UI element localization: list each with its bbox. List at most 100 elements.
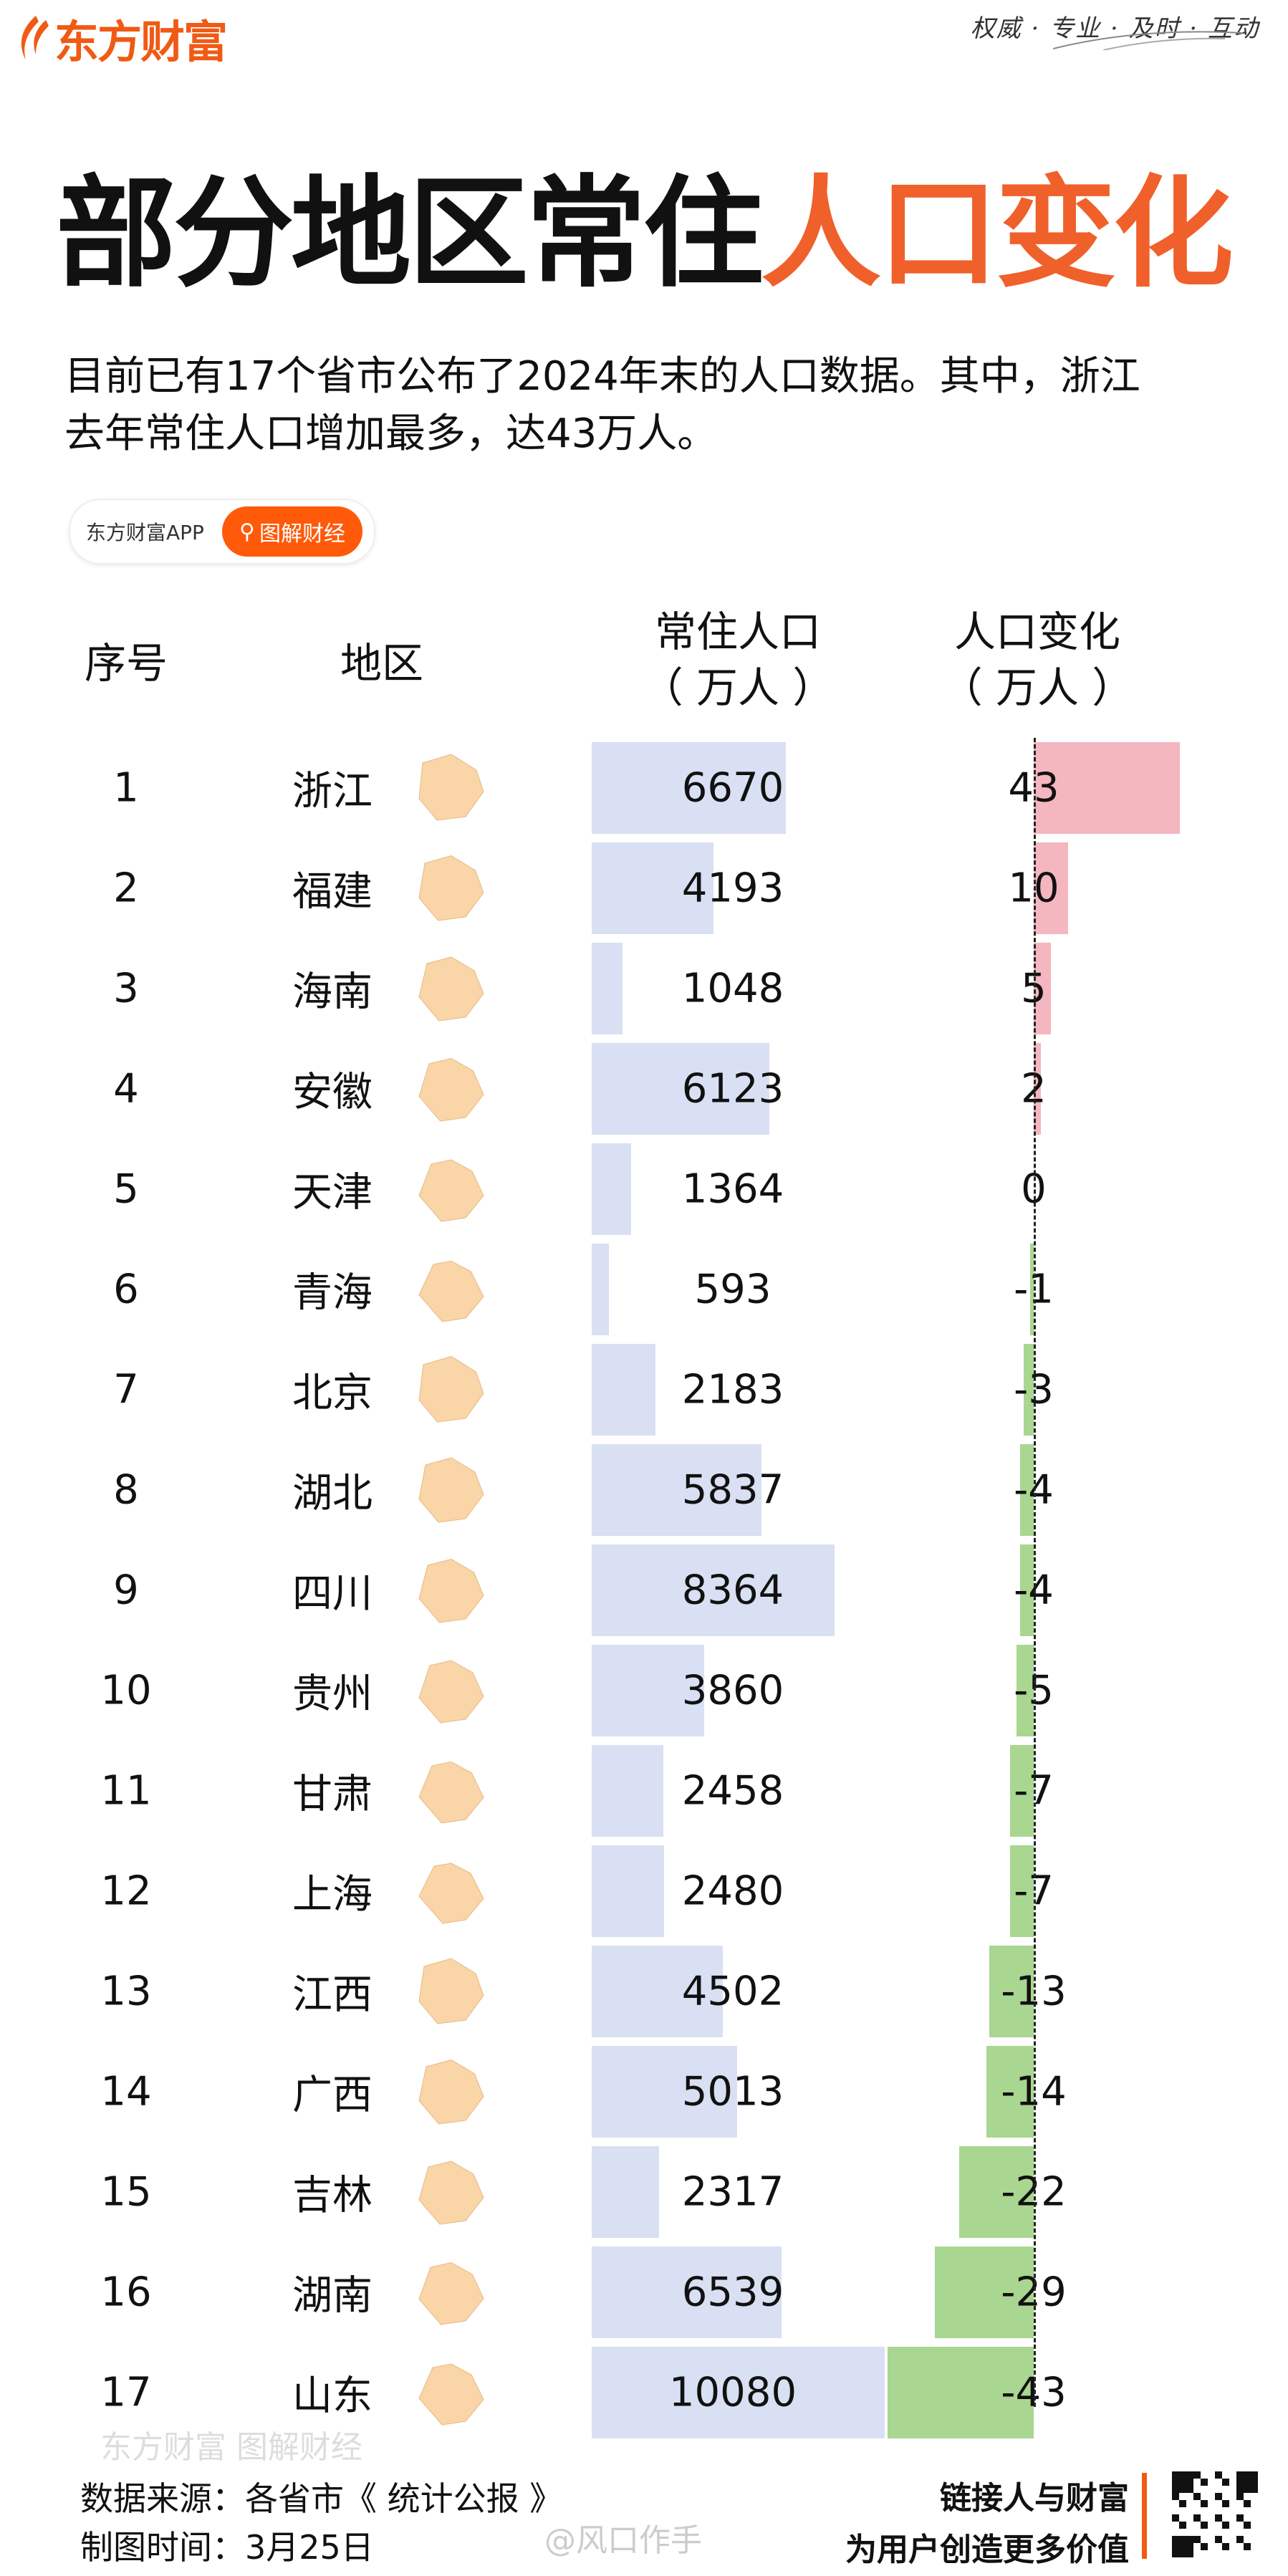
divider <box>1142 2473 1147 2559</box>
population-bar <box>592 1244 610 1335</box>
population-bar <box>592 2146 659 2238</box>
change-bar <box>989 1946 1034 2037</box>
region-map-icon <box>418 754 484 821</box>
flame-logo-icon <box>21 16 49 60</box>
qr-code-icon[interactable] <box>1172 2471 1258 2557</box>
region-map-icon <box>418 2262 484 2325</box>
change-bar <box>1030 1244 1034 1335</box>
region-label: 四川 <box>292 1570 373 1618</box>
brand-logo: 东方财富 <box>14 6 228 70</box>
population-bar <box>592 1043 770 1135</box>
region-label: 湖北 <box>292 1470 373 1517</box>
population-value: 2183 <box>681 1366 784 1413</box>
logo-text: 东方财富 <box>54 16 228 68</box>
population-value: 593 <box>694 1266 772 1313</box>
population-bar <box>592 1745 663 1837</box>
slogan-line-1: 链接人与财富 <box>940 2480 1129 2517</box>
population-value: 8364 <box>681 1567 784 1614</box>
rank-label: 13 <box>100 1968 152 2015</box>
data-source: 数据来源：各省市《 统计公报 》 <box>80 2479 563 2518</box>
chart-date: 制图时间：3月25日 <box>80 2528 374 2567</box>
region-map-icon <box>418 2161 484 2225</box>
region-map-icon <box>418 2059 484 2125</box>
region-map-icon <box>418 1761 484 1824</box>
zero-line <box>1034 738 1036 2407</box>
header-region: 地区 <box>340 639 424 688</box>
rank-label: 9 <box>113 1567 139 1614</box>
change-bar <box>1023 1344 1034 1436</box>
rank-label: 14 <box>100 2068 152 2115</box>
region-map-icon <box>418 1457 484 1523</box>
search-icon: ⚲ <box>239 519 255 544</box>
change-bar <box>935 2246 1034 2338</box>
weibo-watermark: @风口作手 <box>544 2522 702 2559</box>
population-bar <box>592 1344 655 1436</box>
change-bar <box>1034 742 1181 834</box>
region-label: 海南 <box>292 969 373 1016</box>
population-value: 3860 <box>681 1667 784 1714</box>
region-label: 上海 <box>292 1871 373 1918</box>
rank-label: 11 <box>100 1767 152 1815</box>
population-bar <box>592 1444 761 1536</box>
rank-label: 15 <box>100 2168 152 2216</box>
subtitle-line-1: 目前已有17个省市公布了2024年末的人口数据。其中，浙江 <box>64 353 1140 400</box>
rank-label: 6 <box>113 1266 139 1313</box>
population-value: 4193 <box>681 865 784 912</box>
app-name: 东方财富APP <box>86 521 204 544</box>
page-title: 部分地区常住人口变化 <box>56 136 1234 310</box>
region-map-icon <box>418 1660 484 1724</box>
population-value: 6539 <box>681 2269 784 2316</box>
rank-label: 7 <box>113 1366 139 1413</box>
rank-label: 1 <box>113 764 139 812</box>
change-bar <box>1009 1745 1034 1837</box>
region-label: 安徽 <box>292 1069 373 1116</box>
change-bar <box>887 2347 1034 2438</box>
rank-label: 12 <box>100 1868 152 1915</box>
region-map-icon <box>418 1558 484 1623</box>
change-bar <box>986 2046 1034 2138</box>
header-change: 人口变化 <box>953 607 1121 656</box>
population-value: 1364 <box>681 1166 784 1213</box>
region-map-icon <box>418 1958 484 2024</box>
change-bar <box>958 2146 1034 2238</box>
region-map-icon <box>418 1057 484 1122</box>
region-label: 湖南 <box>292 2272 373 2320</box>
rank-label: 5 <box>113 1166 139 1213</box>
population-value: 6670 <box>681 764 784 812</box>
region-map-icon <box>418 1355 484 1423</box>
population-value: 1048 <box>681 965 784 1012</box>
population-bar <box>592 1143 632 1235</box>
population-bar <box>592 2246 782 2338</box>
section-tag-label: 图解财经 <box>259 522 345 547</box>
rank-label: 3 <box>113 965 139 1012</box>
population-value: 2317 <box>681 2168 784 2216</box>
population-value: 2480 <box>681 1868 784 1915</box>
rank-label: 2 <box>113 865 139 912</box>
region-label: 吉林 <box>292 2172 373 2219</box>
header-population: 常住人口 <box>654 607 822 656</box>
change-bar <box>1034 842 1068 934</box>
title-orange: 人口变化 <box>761 163 1234 304</box>
region-label: 福建 <box>292 868 373 915</box>
population-bar <box>592 1946 723 2037</box>
rank-label: 16 <box>100 2269 152 2316</box>
slogan: 链接人与财富 为用户创造更多价值 <box>845 2473 1129 2576</box>
region-label: 天津 <box>292 1169 373 1216</box>
population-bar <box>592 842 714 934</box>
region-label: 贵州 <box>292 1671 373 1718</box>
rank-label: 10 <box>100 1667 152 1714</box>
change-bar <box>1017 1645 1034 1736</box>
region-map-icon <box>418 1159 484 1222</box>
change-bar <box>1034 943 1051 1034</box>
header-population-unit: （ 万人 ） <box>641 663 835 712</box>
region-map-icon <box>418 855 484 921</box>
section-tag[interactable]: ⚲ 图解财经 <box>222 506 362 557</box>
subtitle-line-2: 去年常住人口增加最多，达43万人。 <box>64 410 718 457</box>
title-black: 部分地区常住 <box>56 163 764 304</box>
header-change-unit: （ 万人 ） <box>941 663 1134 712</box>
region-label: 北京 <box>292 1370 373 1417</box>
change-bar <box>1020 1544 1034 1636</box>
region-map-icon <box>418 1863 484 1924</box>
rank-label: 8 <box>113 1466 139 1514</box>
app-badge[interactable]: 东方财富APP ⚲ 图解财经 <box>69 499 375 564</box>
